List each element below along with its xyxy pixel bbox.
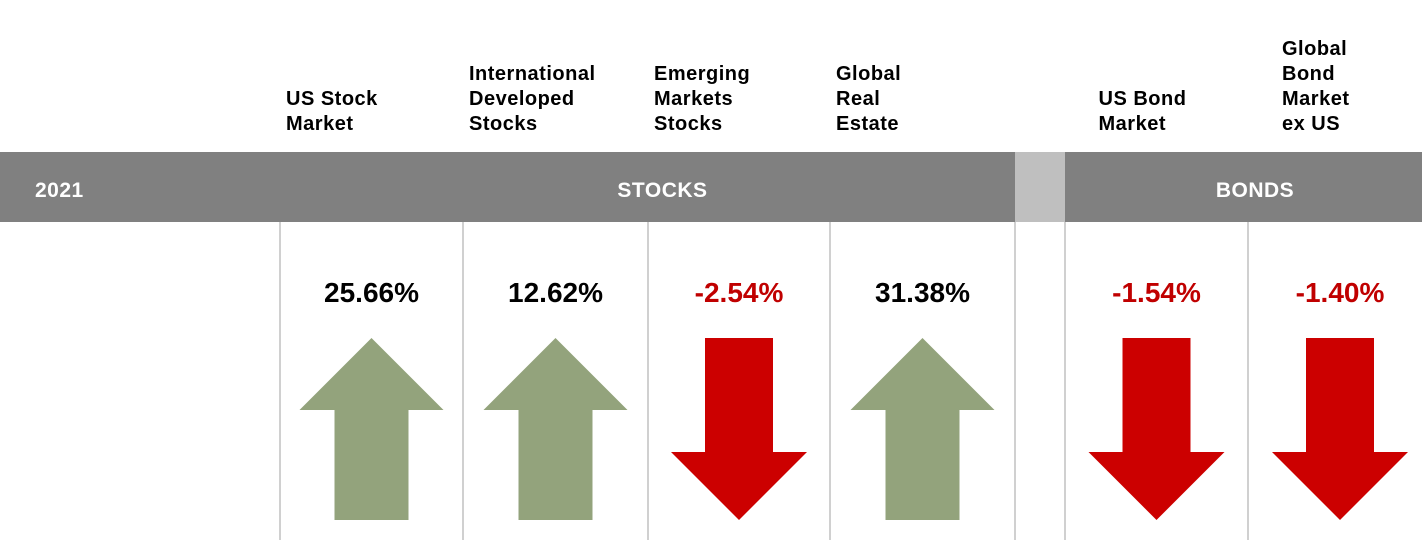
column-label: Market (1282, 88, 1349, 110)
group-label: STOCKS (617, 179, 707, 202)
header-band (0, 152, 1422, 222)
return-value: 31.38% (875, 277, 970, 308)
down-arrow (1272, 338, 1408, 520)
return-value: -2.54% (695, 277, 784, 308)
column-label: Emerging (654, 63, 750, 85)
group-label: BONDS (1216, 179, 1294, 202)
column-label: Global (1282, 38, 1347, 60)
return-value: -1.54% (1112, 277, 1201, 308)
column-label: US Stock (286, 88, 378, 110)
column-label: Real (836, 88, 880, 110)
column-label: Market (1099, 113, 1166, 135)
column-label: Developed (469, 88, 575, 110)
up-arrow (483, 338, 628, 520)
down-arrow (1088, 338, 1225, 520)
down-arrow (671, 338, 807, 520)
column-label: Stocks (654, 113, 723, 135)
up-arrow (299, 338, 444, 520)
year: 2021 (35, 179, 84, 202)
column-label: US Bond (1099, 88, 1187, 110)
column-label: Global (836, 63, 901, 85)
column-label: Markets (654, 88, 733, 110)
return-value: -1.40% (1296, 277, 1385, 308)
column-label: International (469, 63, 596, 85)
up-arrow (850, 338, 995, 520)
return-value: 12.62% (508, 277, 603, 308)
column-label: Stocks (469, 113, 538, 135)
return-value: 25.66% (324, 277, 419, 308)
column-label: Bond (1282, 63, 1335, 85)
column-label: ex US (1282, 113, 1340, 135)
column-label: Market (286, 113, 353, 135)
column-label: Estate (836, 113, 899, 135)
band-gap (1015, 152, 1065, 222)
